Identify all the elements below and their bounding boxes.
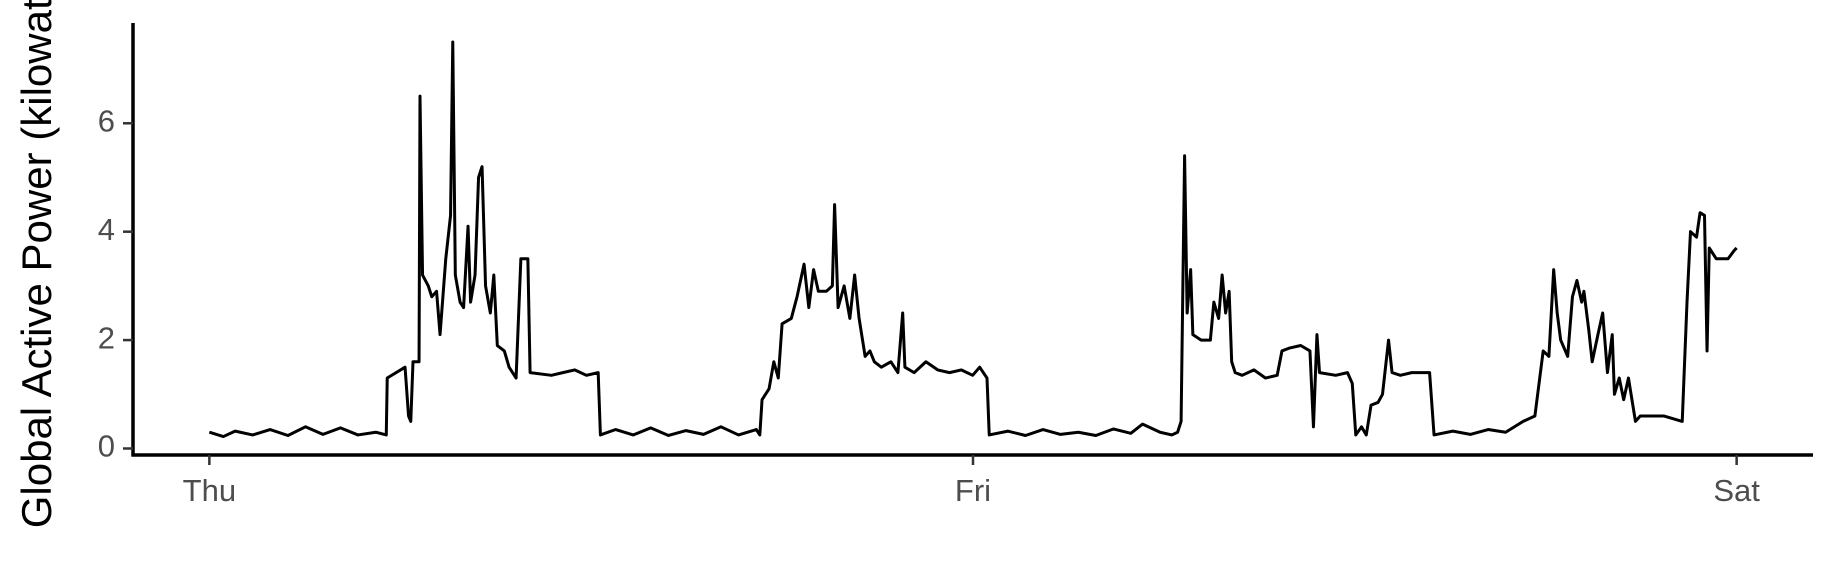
x-tick-label: Thu	[183, 473, 236, 508]
x-tick-label: Sat	[1713, 473, 1760, 508]
y-tick-label: 2	[98, 320, 115, 355]
y-tick-label: 6	[98, 103, 115, 138]
y-axis-title: Global Active Power (kilowatts)	[13, 0, 60, 528]
y-tick-label: 4	[98, 212, 115, 247]
power-line	[208, 40, 1738, 439]
y-tick-label: 0	[98, 429, 115, 464]
x-tick-label: Fri	[955, 473, 991, 508]
